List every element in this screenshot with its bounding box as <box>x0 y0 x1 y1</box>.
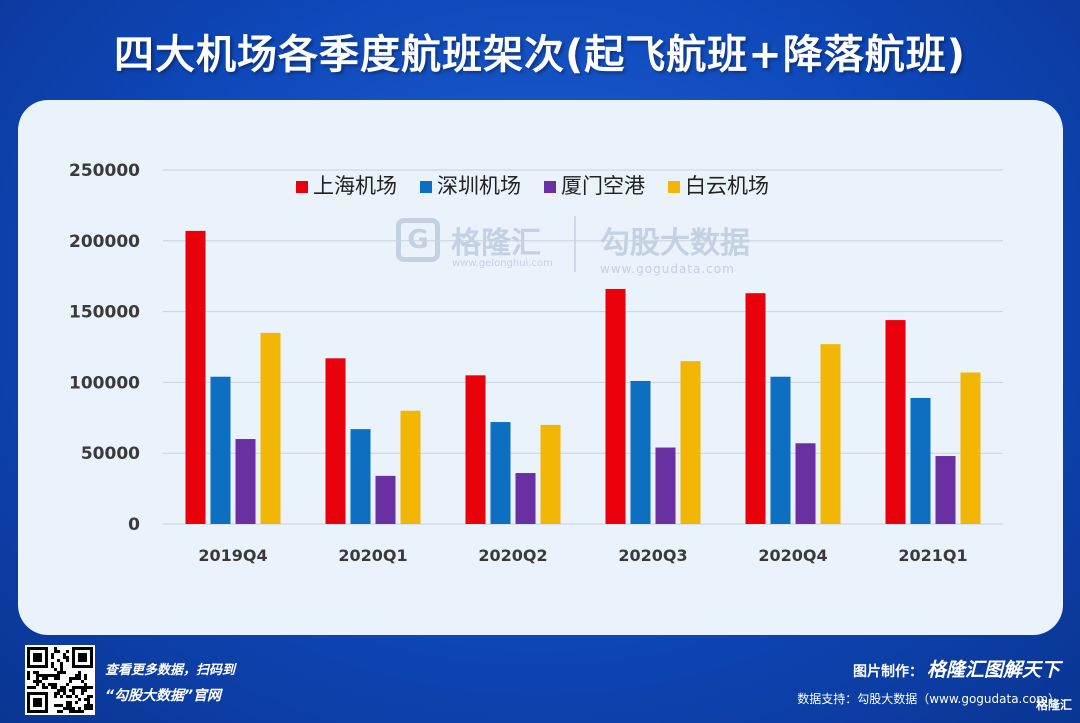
y-tick-label: 0 <box>128 515 140 535</box>
bar-2020Q3-0 <box>605 288 626 524</box>
gelonghui-logo-icon: G <box>396 218 440 262</box>
bar-2021Q1-0 <box>885 320 906 524</box>
bar-2019Q4-2 <box>235 439 256 524</box>
x-tick-label: 2019Q4 <box>198 546 267 565</box>
bar-2020Q3-1 <box>630 380 651 524</box>
credit: 图片制作： 格隆汇图解天下 <box>797 655 1060 682</box>
bar-2020Q4-1 <box>770 376 791 524</box>
x-tick-label: 2020Q3 <box>618 546 687 565</box>
credit-brand: 格隆汇图解天下 <box>926 659 1060 681</box>
watermark-url1: www.gelonghui.com <box>452 258 553 269</box>
watermark-gelonghui: G 格隆汇 www.gelonghui.com <box>396 218 553 269</box>
watermark-brand1: 格隆汇 <box>451 226 542 261</box>
bar-2021Q1-1 <box>910 397 931 524</box>
chart-card: G 格隆汇 www.gelonghui.com 勾股大数据 www.goguda… <box>18 100 1063 635</box>
bar-2020Q1-3 <box>400 410 421 524</box>
bar-chart: 0 50000 100000 150000 200000 250000 2019Q4 2020… <box>69 161 1003 565</box>
bar-2020Q4-3 <box>820 344 841 524</box>
bar-2020Q2-1 <box>490 422 511 524</box>
credit-label: 图片制作： <box>852 664 923 680</box>
scan-site: “勾股大数据”官网 <box>105 688 222 704</box>
bar-2020Q2-3 <box>540 424 561 524</box>
watermark-divider <box>574 216 576 272</box>
legend-swatch <box>296 181 308 193</box>
bar-2020Q1-2 <box>375 475 396 524</box>
bar-2019Q4-0 <box>185 230 206 524</box>
bar-2021Q1-3 <box>960 372 981 524</box>
footer-right: 图片制作： 格隆汇图解天下 数据支持：勾股大数据（www.gogudata.com… <box>797 655 1060 707</box>
legend-label: 上海机场 <box>313 174 397 198</box>
qr-code-icon <box>25 645 95 715</box>
y-tick-label: 50000 <box>81 444 140 464</box>
watermark-brand2: 勾股大数据 <box>600 226 750 261</box>
bar-2020Q4-2 <box>795 443 816 524</box>
bar-2020Q1-0 <box>325 358 346 524</box>
bar-2020Q3-3 <box>680 361 701 524</box>
legend-swatch <box>420 181 432 193</box>
corner-logo: 格隆汇 <box>1035 698 1072 712</box>
legend-label: 白云机场 <box>685 174 769 198</box>
y-tick-label: 200000 <box>69 232 140 252</box>
watermark-gogudata: 勾股大数据 www.gogudata.com <box>600 218 750 276</box>
x-tick-label: 2020Q1 <box>338 546 407 565</box>
scan-hint: 查看更多数据，扫码到 <box>105 663 236 678</box>
bar-2019Q4-3 <box>260 332 281 524</box>
watermark-url2: www.gogudata.com <box>600 262 735 276</box>
data-source: 数据支持：勾股大数据（www.gogudata.com） <box>797 692 1060 706</box>
bar-2019Q4-1 <box>210 376 231 524</box>
legend-swatch <box>668 181 680 193</box>
legend-label: 厦门空港 <box>561 174 645 198</box>
bar-2020Q1-1 <box>350 429 371 524</box>
bar-2020Q4-0 <box>745 293 766 524</box>
x-tick-label: 2021Q1 <box>898 546 967 565</box>
bar-2020Q3-2 <box>655 447 676 524</box>
x-tick-label: 2020Q4 <box>758 546 827 565</box>
legend-swatch <box>544 181 556 193</box>
y-tick-label: 250000 <box>69 161 140 181</box>
bar-2020Q2-2 <box>515 473 536 524</box>
y-tick-label: 100000 <box>69 373 140 393</box>
y-tick-label: 150000 <box>69 303 140 323</box>
legend-label: 深圳机场 <box>437 174 521 198</box>
x-tick-label: 2020Q2 <box>478 546 547 565</box>
bar-2020Q2-0 <box>465 375 486 524</box>
bar-2021Q1-2 <box>935 456 956 524</box>
chart-title: 四大机场各季度航班架次(起飞航班+降落航班) <box>113 32 967 78</box>
